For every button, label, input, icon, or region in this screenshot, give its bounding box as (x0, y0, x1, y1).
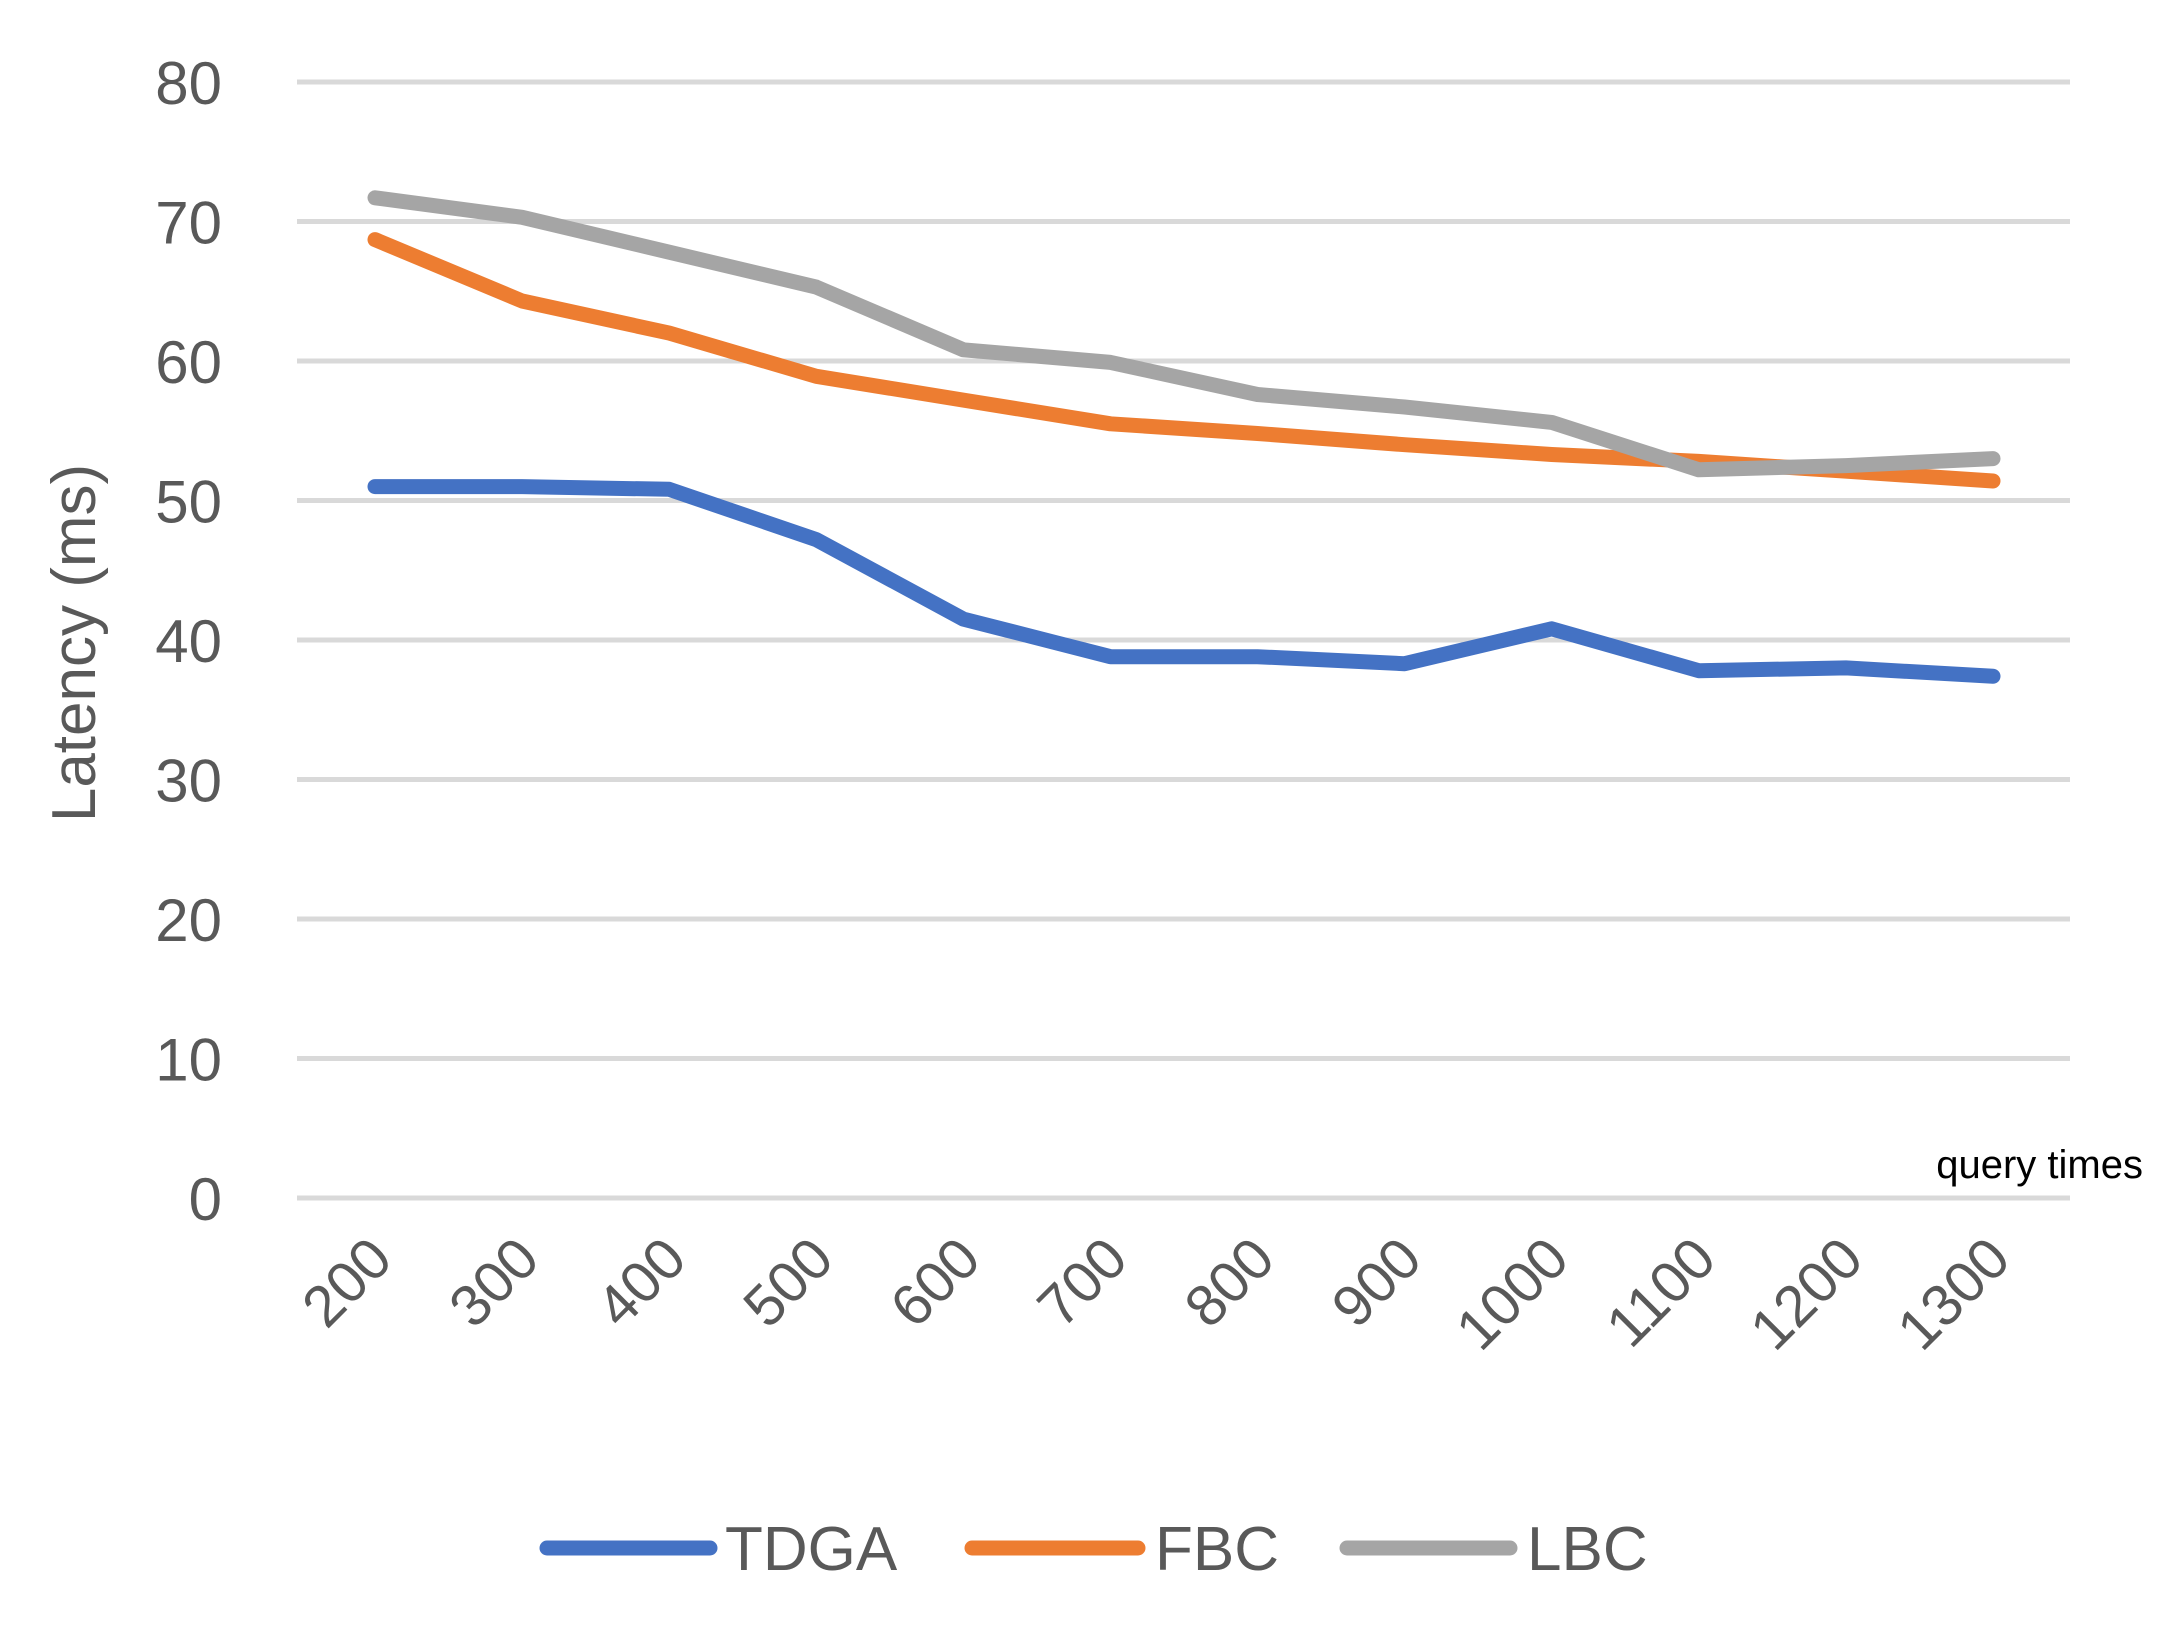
y-tick-label: 60 (155, 329, 222, 396)
x-tick-label: 200 (290, 1225, 404, 1339)
legend: TDGA FBC LBC (539, 1515, 1648, 1584)
x-tick-label: 700 (1025, 1225, 1139, 1339)
y-tick-label: 30 (155, 748, 222, 815)
y-tick-label: 0 (189, 1166, 222, 1233)
x-tick-label: 1100 (1594, 1225, 1728, 1359)
y-tick-label: 70 (155, 190, 222, 257)
y-tick-label: 80 (155, 50, 222, 117)
x-axis-label: query times (1936, 1143, 2143, 1187)
series-line-tdga (367, 479, 2001, 684)
y-tick-label: 10 (155, 1027, 222, 1094)
y-tick-label: 40 (155, 608, 222, 675)
legend-label-fbc: FBC (1155, 1515, 1279, 1584)
x-tick-label: 1000 (1444, 1225, 1581, 1362)
y-axis-ticks: 0 10 20 30 40 50 60 70 80 (155, 50, 222, 1233)
x-tick-label: 900 (1319, 1225, 1433, 1339)
y-tick-label: 50 (155, 469, 222, 536)
x-axis-ticks: 200 300 400 500 600 700 800 900 1000 1100 1200 1300 (290, 1225, 2022, 1362)
y-axis-label: Latency (ms) (40, 464, 109, 822)
legend-label-lbc: LBC (1527, 1515, 1648, 1584)
gridlines (297, 79, 2070, 1201)
legend-label-tdga: TDGA (725, 1515, 898, 1584)
x-tick-label: 800 (1172, 1225, 1286, 1339)
x-tick-label: 600 (878, 1225, 992, 1339)
x-tick-label: 1300 (1885, 1225, 2022, 1362)
x-tick-label: 500 (731, 1225, 845, 1339)
x-tick-label: 300 (437, 1225, 551, 1339)
series-line-lbc (367, 190, 2001, 478)
y-tick-label: 20 (155, 887, 222, 954)
x-tick-label: 400 (584, 1225, 698, 1339)
x-tick-label: 1200 (1738, 1225, 1875, 1362)
series-lines (367, 190, 2001, 684)
